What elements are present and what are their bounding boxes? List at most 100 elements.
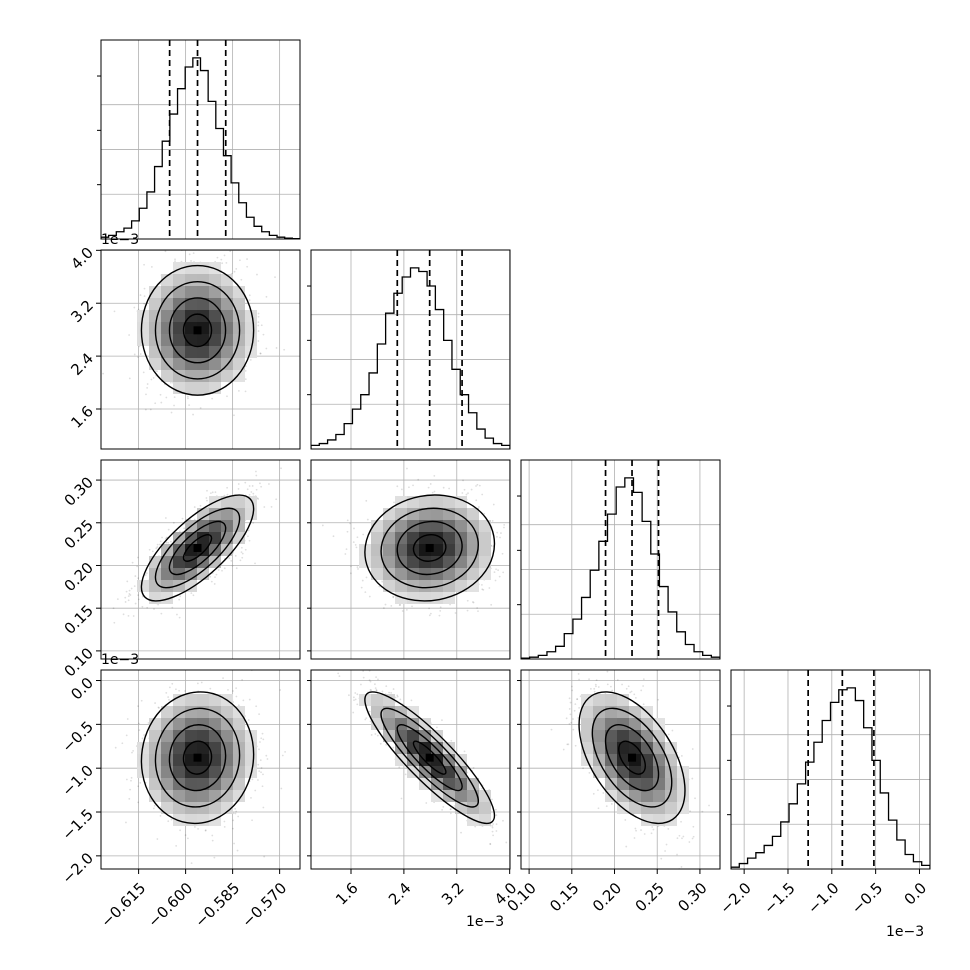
scatter-point bbox=[408, 486, 410, 489]
scatter-point bbox=[275, 498, 278, 501]
density-cell bbox=[137, 334, 149, 346]
density-cell bbox=[641, 790, 653, 802]
density-cell bbox=[617, 790, 629, 802]
density-cell bbox=[371, 532, 383, 544]
scatter-point bbox=[240, 243, 242, 245]
scatter-point bbox=[190, 862, 193, 865]
y-tick-label: 0.25 bbox=[61, 516, 97, 552]
scatter-point bbox=[213, 856, 216, 859]
scatter-point bbox=[258, 748, 260, 751]
x-tick-label: 0.25 bbox=[632, 879, 668, 915]
scatter-point bbox=[381, 690, 384, 693]
contour-1 bbox=[182, 534, 213, 562]
scatter-point bbox=[121, 742, 124, 745]
scatter-point bbox=[226, 395, 228, 398]
scatter-point bbox=[634, 827, 637, 830]
density-cell bbox=[233, 298, 245, 310]
x-tick-label: 0.30 bbox=[674, 879, 710, 915]
scatter-point bbox=[634, 697, 637, 699]
scatter-point bbox=[241, 678, 244, 681]
scatter-point bbox=[465, 493, 468, 496]
scatter-point bbox=[390, 692, 393, 694]
density-cell bbox=[245, 496, 257, 508]
scatter-point bbox=[492, 823, 494, 825]
density-cell bbox=[455, 778, 467, 790]
scatter-point bbox=[496, 531, 499, 534]
density-cell bbox=[221, 286, 233, 298]
scatter-point bbox=[388, 691, 391, 694]
density-cell bbox=[629, 766, 641, 778]
scatter-point bbox=[250, 491, 253, 493]
scatter-point bbox=[627, 685, 630, 688]
scatter-point bbox=[223, 820, 226, 823]
density-cell bbox=[665, 802, 677, 814]
scatter-point bbox=[503, 526, 505, 529]
scatter-point bbox=[625, 845, 628, 848]
density-cell bbox=[233, 370, 245, 382]
scatter-point bbox=[369, 688, 372, 691]
scatter-point bbox=[466, 599, 469, 602]
scatter-point bbox=[128, 797, 131, 800]
scatter-point bbox=[184, 834, 187, 837]
density-cell bbox=[197, 286, 209, 298]
scatter-point bbox=[154, 702, 156, 704]
scatter-point bbox=[493, 571, 496, 573]
scatter-point bbox=[192, 594, 195, 597]
contour-2 bbox=[168, 520, 227, 576]
y-tick-label: 4.0 bbox=[67, 244, 97, 274]
scatter-point bbox=[344, 553, 347, 555]
scatter-point bbox=[362, 533, 365, 536]
density-cell bbox=[161, 580, 173, 592]
density-cell bbox=[221, 718, 233, 730]
density-cell bbox=[197, 790, 209, 802]
density-cell bbox=[593, 718, 605, 730]
scatter-point bbox=[131, 751, 133, 754]
density-peak bbox=[425, 753, 434, 762]
density-cell bbox=[161, 730, 173, 742]
density-cell bbox=[653, 778, 665, 790]
y-tick-label: 1.6 bbox=[67, 402, 97, 432]
offset-label-row1-y: 1e−3 bbox=[101, 232, 140, 248]
scatter-point bbox=[350, 661, 352, 663]
scatter-point bbox=[260, 737, 263, 740]
scatter-point bbox=[255, 470, 257, 473]
density-cell bbox=[185, 814, 197, 826]
density-cell bbox=[383, 556, 395, 568]
density-cell bbox=[173, 718, 185, 730]
density-cell bbox=[593, 766, 605, 778]
scatter-point bbox=[256, 497, 259, 500]
scatter-point bbox=[128, 377, 131, 380]
scatter-point bbox=[156, 838, 159, 840]
density-panel-2-3 bbox=[517, 669, 721, 870]
scatter-point bbox=[127, 599, 130, 602]
scatter-point bbox=[482, 588, 485, 591]
scatter-point bbox=[602, 792, 605, 794]
density-cell bbox=[443, 766, 455, 778]
density-cell bbox=[677, 790, 689, 802]
density-cell bbox=[419, 718, 431, 730]
scatter-point bbox=[401, 610, 404, 612]
density-cell bbox=[209, 742, 221, 754]
histogram-steps bbox=[311, 267, 510, 449]
scatter-point bbox=[164, 537, 167, 540]
scatter-point bbox=[361, 579, 364, 582]
scatter-point bbox=[495, 814, 498, 817]
scatter-point bbox=[257, 321, 260, 324]
scatter-point bbox=[354, 692, 357, 694]
scatter-point bbox=[597, 686, 600, 688]
scatter-point bbox=[512, 566, 514, 568]
scatter-point bbox=[593, 690, 596, 693]
scatter-point bbox=[143, 263, 145, 266]
density-cell bbox=[419, 742, 431, 754]
density-cell bbox=[173, 754, 185, 766]
scatter-point bbox=[230, 559, 233, 562]
density-cell bbox=[233, 286, 245, 298]
scatter-point bbox=[517, 512, 519, 514]
scatter-point bbox=[411, 605, 413, 608]
scatter-point bbox=[186, 395, 189, 398]
scatter-point bbox=[236, 849, 239, 852]
scatter-point bbox=[154, 402, 157, 405]
scatter-point bbox=[576, 698, 579, 700]
x-tick-label: −0.570 bbox=[238, 879, 290, 931]
x-tick-label: −2.0 bbox=[716, 879, 754, 917]
